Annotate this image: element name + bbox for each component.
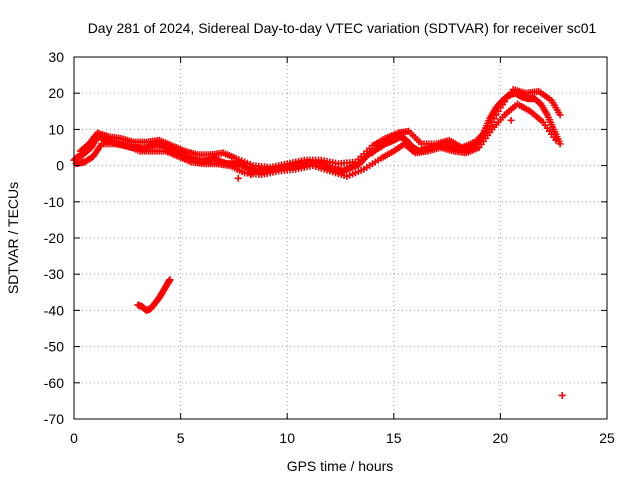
data-point-main-track — [556, 140, 564, 148]
data-point-upper-band — [490, 115, 498, 123]
x-tick-label: 15 — [386, 430, 402, 446]
axis-ticks: 0 5 10 15 20 25 -70 -60 -50 -40 -30 -20 -10 0 10 20 30 — [44, 49, 615, 446]
y-tick-label: 20 — [48, 85, 64, 101]
data-point-outliers — [507, 116, 515, 124]
x-tick-label: 5 — [177, 430, 185, 446]
x-tick-label: 20 — [493, 430, 509, 446]
data-point-outliers — [558, 391, 566, 399]
data-point-upper-band — [486, 122, 494, 130]
data-point-upper-band — [492, 111, 500, 119]
data-point-outliers — [234, 174, 242, 182]
data-point-low-segment — [166, 276, 174, 284]
y-tick-label: -70 — [44, 411, 64, 427]
data-point-upper-band — [488, 118, 496, 126]
data-point-outliers — [368, 149, 376, 157]
y-axis-label: SDTVAR / TECUs — [5, 182, 21, 294]
data-point-upper-band — [556, 111, 564, 119]
chart-title: Day 281 of 2024, Sidereal Day-to-day VTE… — [88, 20, 597, 36]
y-tick-label: -20 — [44, 230, 64, 246]
y-tick-label: 10 — [48, 121, 64, 137]
x-tick-label: 0 — [70, 430, 78, 446]
y-tick-label: 30 — [48, 49, 64, 65]
data-point-lower-band — [552, 136, 560, 144]
y-tick-label: -30 — [44, 266, 64, 282]
y-tick-label: -50 — [44, 339, 64, 355]
y-tick-label: -10 — [44, 194, 64, 210]
data-point-outliers — [247, 171, 255, 179]
x-tick-label: 25 — [599, 430, 615, 446]
data-points — [70, 86, 566, 399]
y-tick-label: 0 — [56, 158, 64, 174]
y-tick-label: -60 — [44, 375, 64, 391]
data-point-upper-band — [494, 107, 502, 115]
x-tick-label: 10 — [279, 430, 295, 446]
y-tick-label: -40 — [44, 302, 64, 318]
x-axis-label: GPS time / hours — [287, 458, 394, 474]
